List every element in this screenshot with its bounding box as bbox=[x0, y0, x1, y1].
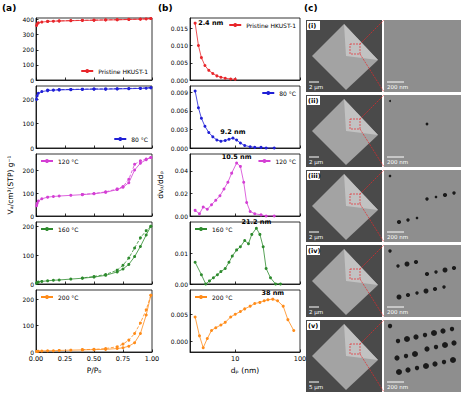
svg-text:100: 100 bbox=[23, 120, 35, 127]
svg-text:0.00: 0.00 bbox=[29, 355, 43, 363]
svg-text:100: 100 bbox=[23, 190, 35, 197]
svg-text:0.02: 0.02 bbox=[175, 190, 189, 197]
svg-text:160 °C: 160 °C bbox=[212, 226, 233, 233]
svg-text:0.50: 0.50 bbox=[87, 355, 101, 363]
svg-text:(v): (v) bbox=[308, 322, 318, 330]
svg-text:Pristine HKUST-1: Pristine HKUST-1 bbox=[246, 22, 296, 29]
svg-text:100: 100 bbox=[23, 252, 35, 259]
svg-text:Vₐ/cm³(STP) g⁻¹: Vₐ/cm³(STP) g⁻¹ bbox=[6, 156, 15, 215]
svg-text:0.015: 0.015 bbox=[171, 25, 188, 32]
svg-text:10: 10 bbox=[231, 355, 239, 363]
svg-text:(i): (i) bbox=[308, 22, 316, 30]
svg-text:100: 100 bbox=[294, 355, 306, 363]
svg-text:0.25: 0.25 bbox=[58, 355, 72, 363]
svg-text:100: 100 bbox=[23, 61, 35, 68]
svg-text:2 μm: 2 μm bbox=[309, 159, 323, 166]
svg-text:100: 100 bbox=[23, 322, 35, 329]
svg-text:300: 300 bbox=[23, 31, 35, 38]
svg-text:dvₚ/ddₚ: dvₚ/ddₚ bbox=[156, 171, 165, 199]
svg-text:200 °C: 200 °C bbox=[212, 294, 233, 301]
svg-text:200: 200 bbox=[23, 223, 35, 230]
svg-text:0: 0 bbox=[30, 213, 34, 220]
svg-text:(c): (c) bbox=[304, 3, 318, 13]
svg-text:0.005: 0.005 bbox=[171, 59, 188, 66]
svg-text:80 °C: 80 °C bbox=[279, 90, 296, 97]
svg-text:200: 200 bbox=[23, 46, 35, 53]
svg-text:(ii): (ii) bbox=[308, 97, 318, 105]
svg-text:200: 200 bbox=[23, 296, 35, 303]
svg-text:200 °C: 200 °C bbox=[58, 294, 79, 301]
svg-text:5 μm: 5 μm bbox=[309, 384, 323, 391]
svg-text:0: 0 bbox=[30, 77, 34, 84]
svg-text:120 °C: 120 °C bbox=[58, 158, 79, 165]
svg-text:0.003: 0.003 bbox=[171, 126, 188, 133]
svg-text:0.005: 0.005 bbox=[171, 311, 188, 318]
svg-text:0.000: 0.000 bbox=[171, 338, 188, 345]
svg-text:200 nm: 200 nm bbox=[387, 384, 408, 390]
svg-text:0.00: 0.00 bbox=[175, 213, 189, 220]
svg-text:0: 0 bbox=[30, 281, 34, 288]
svg-text:0.010: 0.010 bbox=[171, 42, 188, 49]
svg-text:0.01: 0.01 bbox=[175, 250, 189, 257]
svg-text:P/P₀: P/P₀ bbox=[87, 366, 102, 375]
svg-text:0.00: 0.00 bbox=[175, 281, 189, 288]
svg-text:10.5 nm: 10.5 nm bbox=[222, 153, 252, 161]
svg-text:2 μm: 2 μm bbox=[309, 309, 323, 316]
svg-text:38 nm: 38 nm bbox=[261, 289, 284, 297]
svg-text:(a): (a) bbox=[2, 3, 16, 13]
svg-text:200 nm: 200 nm bbox=[387, 309, 408, 315]
svg-text:400: 400 bbox=[23, 16, 35, 23]
svg-text:0.000: 0.000 bbox=[171, 145, 188, 152]
svg-text:dₚ (nm): dₚ (nm) bbox=[231, 366, 259, 375]
svg-text:0.75: 0.75 bbox=[116, 355, 130, 363]
svg-text:200 nm: 200 nm bbox=[387, 159, 408, 165]
svg-text:(b): (b) bbox=[158, 3, 173, 13]
svg-text:0: 0 bbox=[30, 145, 34, 152]
svg-text:200 nm: 200 nm bbox=[387, 84, 408, 90]
svg-text:80 °C: 80 °C bbox=[131, 136, 148, 143]
svg-text:2 μm: 2 μm bbox=[309, 234, 323, 241]
svg-text:21.2 nm: 21.2 nm bbox=[242, 218, 272, 226]
svg-text:2.4 nm: 2.4 nm bbox=[198, 19, 223, 27]
svg-text:1.00: 1.00 bbox=[145, 355, 159, 363]
svg-text:0.006: 0.006 bbox=[171, 107, 188, 114]
svg-text:9.2 nm: 9.2 nm bbox=[220, 128, 245, 136]
svg-text:2 μm: 2 μm bbox=[309, 84, 323, 91]
svg-text:160 °C: 160 °C bbox=[58, 226, 79, 233]
svg-text:0: 0 bbox=[30, 348, 34, 356]
svg-text:(iv): (iv) bbox=[308, 247, 320, 255]
svg-text:0.009: 0.009 bbox=[171, 89, 188, 96]
svg-text:200 nm: 200 nm bbox=[387, 234, 408, 240]
svg-text:200: 200 bbox=[23, 167, 35, 174]
svg-text:120 °C: 120 °C bbox=[275, 158, 296, 165]
svg-text:(iii): (iii) bbox=[308, 172, 321, 180]
svg-text:200: 200 bbox=[23, 96, 35, 103]
svg-text:Pristine HKUST-1: Pristine HKUST-1 bbox=[98, 68, 148, 75]
svg-text:0.04: 0.04 bbox=[175, 167, 189, 174]
svg-text:0.000: 0.000 bbox=[171, 77, 188, 84]
